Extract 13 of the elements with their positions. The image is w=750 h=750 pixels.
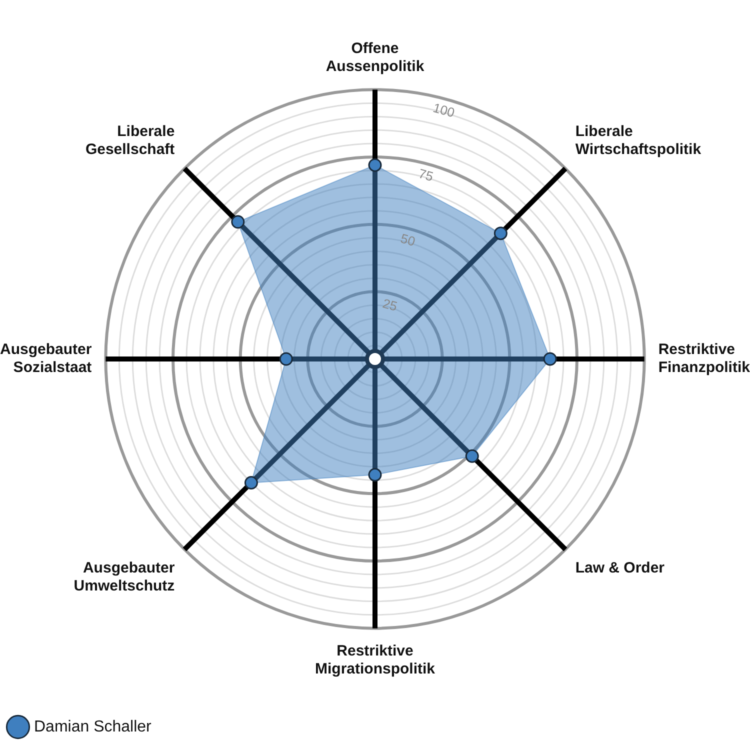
legend-label: Damian Schaller xyxy=(34,718,152,736)
y-tick-label: 75 xyxy=(416,166,435,184)
y-tick-label: 25 xyxy=(381,296,399,314)
spoke-label: Liberale Wirtschaftspolitik xyxy=(575,122,702,158)
spoke-label: Restriktive Finanzpolitik xyxy=(658,341,750,376)
spoke-label: Restriktive Migrationspolitik xyxy=(315,642,436,678)
spoke-label: Law & Order xyxy=(575,559,665,576)
y-tick-label: 50 xyxy=(398,230,417,250)
y-tick-label: 100 xyxy=(431,100,456,120)
spoke-label: Ausgebauter Umweltschutz xyxy=(74,559,175,594)
spoke-label: Offene Aussenpolitik xyxy=(326,40,425,75)
spoke-label: Ausgebauter Sozialstaat xyxy=(0,341,92,376)
spoke-label: Liberale Gesellschaft xyxy=(85,122,175,158)
